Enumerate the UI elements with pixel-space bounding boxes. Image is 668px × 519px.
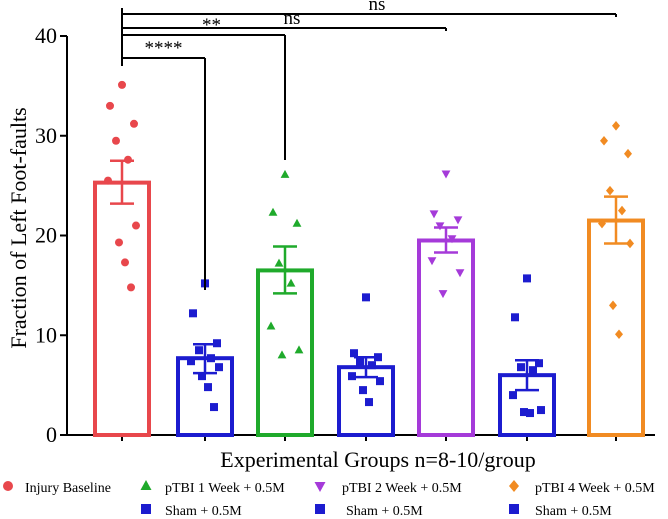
data-point <box>526 409 534 418</box>
data-point <box>286 278 296 287</box>
y-axis-label: Fraction of Left Foot-faults <box>6 107 31 348</box>
data-point <box>198 372 206 381</box>
legend-label: pTBI 4 Week + 0.5M <box>535 481 655 496</box>
data-point <box>368 361 376 370</box>
data-point <box>365 398 373 407</box>
y-tick-label: 30 <box>35 123 57 148</box>
data-point <box>195 346 203 355</box>
data-point <box>356 358 364 367</box>
data-point <box>268 207 278 216</box>
data-point <box>204 383 212 392</box>
legend-marker <box>315 504 325 514</box>
data-points <box>104 80 634 418</box>
data-point <box>535 359 543 368</box>
data-point <box>427 257 437 266</box>
data-point <box>132 221 140 230</box>
data-point <box>277 350 287 359</box>
data-point <box>274 258 284 267</box>
sig-label: **** <box>145 38 183 59</box>
data-point <box>612 120 620 131</box>
sig-label: ns <box>369 0 386 15</box>
data-point <box>124 155 132 164</box>
legend-label: Injury Baseline <box>25 481 111 496</box>
data-point <box>348 372 356 381</box>
data-point <box>362 293 370 302</box>
y-tick-label: 10 <box>35 322 57 347</box>
legend: Injury Baseline pTBI 1 Week + 0.5M pTBI 2 … <box>3 480 655 519</box>
data-point <box>115 238 123 247</box>
data-point <box>517 363 525 372</box>
data-point <box>359 386 367 395</box>
data-point <box>376 377 384 386</box>
data-point <box>615 329 623 340</box>
data-point <box>520 408 528 417</box>
legend-label: pTBI 1 Week + 0.5M <box>165 481 285 496</box>
data-point <box>609 300 617 311</box>
legend-marker <box>314 482 326 492</box>
data-point <box>294 345 304 354</box>
data-point <box>292 218 302 227</box>
legend-marker <box>140 480 152 490</box>
legend-label: Sham + 0.5M <box>346 504 423 519</box>
legend-label: Sham + 0.5M <box>535 504 612 519</box>
bar <box>256 268 314 437</box>
data-point <box>280 169 290 178</box>
data-point <box>523 274 531 283</box>
data-point <box>266 321 276 330</box>
y-tick-label: 20 <box>35 223 57 248</box>
data-point <box>511 313 519 322</box>
data-point <box>509 391 517 400</box>
legend-label: Sham + 0.5M <box>165 504 242 519</box>
data-point <box>606 185 614 196</box>
legend-marker <box>141 504 151 514</box>
data-point <box>127 283 135 292</box>
data-point <box>215 363 223 372</box>
data-point <box>453 216 463 225</box>
x-axis-label: Experimental Groups n=8-10/group <box>220 447 535 472</box>
bar <box>587 218 645 437</box>
legend-marker <box>509 504 519 514</box>
data-point <box>537 406 545 415</box>
bar <box>417 238 475 437</box>
data-point <box>624 148 632 159</box>
data-point <box>130 119 138 128</box>
data-point <box>438 290 448 299</box>
y-tick-label: 0 <box>46 422 57 447</box>
data-point <box>598 218 606 229</box>
y-tick-label: 40 <box>35 23 57 48</box>
data-point <box>626 238 634 249</box>
data-point <box>207 354 215 363</box>
data-point <box>600 135 608 146</box>
data-point <box>104 176 112 185</box>
bars <box>93 180 645 438</box>
axes: 0 10 20 30 40 <box>35 23 655 447</box>
legend-label: pTBI 2 Week + 0.5M <box>342 481 462 496</box>
data-point <box>429 210 439 219</box>
data-point <box>213 339 221 348</box>
data-point <box>529 366 537 375</box>
data-point <box>112 136 120 145</box>
legend-marker <box>509 480 519 492</box>
data-point <box>121 258 129 267</box>
data-point <box>350 349 358 358</box>
data-point <box>118 80 126 89</box>
error-bars <box>110 159 628 392</box>
data-point <box>435 222 445 231</box>
data-point <box>189 309 197 318</box>
sig-label: ns <box>284 8 301 29</box>
data-point <box>106 101 114 110</box>
bar <box>93 180 151 437</box>
data-point <box>374 353 382 362</box>
data-point <box>618 205 626 216</box>
data-point <box>441 170 451 179</box>
sig-label: ** <box>202 15 221 36</box>
data-point <box>210 403 218 412</box>
data-point <box>447 235 457 244</box>
data-point <box>455 269 465 278</box>
legend-marker <box>3 481 13 491</box>
data-point <box>187 357 195 366</box>
